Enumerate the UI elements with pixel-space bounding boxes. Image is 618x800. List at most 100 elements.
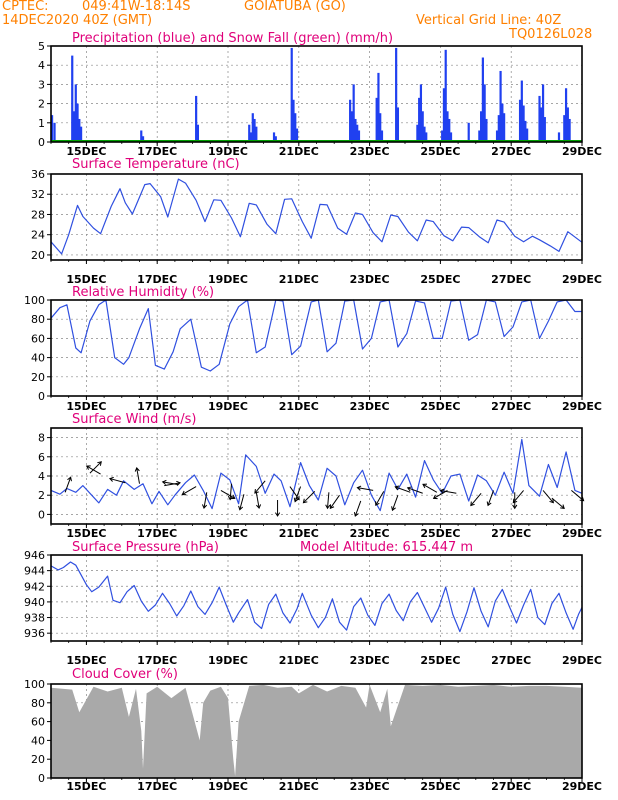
wind-arrow bbox=[302, 491, 316, 504]
y-tick-label: 36 bbox=[31, 168, 45, 181]
precip-bar bbox=[379, 113, 382, 142]
precip-bar bbox=[141, 136, 145, 142]
precip-bar bbox=[483, 84, 486, 142]
x-tick-label: 27DEC bbox=[491, 527, 531, 540]
wind-arrow bbox=[220, 489, 236, 500]
y-tick-label: 40 bbox=[31, 352, 45, 365]
panel-5 bbox=[47, 683, 583, 782]
precip-bar bbox=[520, 80, 523, 142]
x-tick-label: 23DEC bbox=[350, 527, 390, 540]
series-line bbox=[50, 561, 583, 633]
wind-arrow bbox=[486, 490, 494, 507]
precip-bar bbox=[448, 118, 451, 142]
wind-arrow bbox=[108, 476, 126, 484]
precip-bar bbox=[501, 103, 504, 142]
x-tick-label: 15DEC bbox=[66, 273, 106, 286]
wind-arrow bbox=[470, 492, 482, 507]
precip-bar bbox=[499, 70, 502, 142]
precip-bar bbox=[566, 107, 569, 142]
precip-bar bbox=[255, 126, 258, 142]
precip-bar bbox=[446, 111, 449, 142]
x-tick-label: 15DEC bbox=[66, 527, 106, 540]
precip-bar bbox=[292, 99, 295, 142]
precip-bar bbox=[444, 49, 447, 143]
y-tick-label: 20 bbox=[31, 371, 45, 384]
wind-arrow bbox=[329, 494, 340, 510]
precip-bar bbox=[272, 132, 276, 142]
wind-arrow bbox=[274, 500, 281, 517]
x-tick-label: 17DEC bbox=[137, 400, 177, 413]
x-tick-label: 15DEC bbox=[66, 400, 106, 413]
x-tick-label: 15DEC bbox=[66, 654, 106, 667]
y-tick-label: 946 bbox=[24, 549, 45, 562]
precip-bar bbox=[441, 130, 444, 142]
wind-arrow bbox=[375, 491, 385, 507]
panel-title: Precipitation (blue) and Snow Fall (gree… bbox=[72, 31, 393, 46]
precip-bar bbox=[480, 111, 483, 142]
precip-bar bbox=[251, 113, 254, 142]
y-tick-label: 24 bbox=[31, 229, 45, 242]
x-tick-label: 27DEC bbox=[491, 654, 531, 667]
panel-3 bbox=[47, 427, 585, 528]
panel-frame bbox=[50, 554, 583, 642]
header-source: CPTEC: bbox=[2, 0, 49, 14]
y-tick-label: 5 bbox=[38, 40, 45, 53]
y-tick-label: 1 bbox=[38, 117, 45, 130]
precip-bar bbox=[249, 132, 253, 142]
precip-bar bbox=[356, 124, 359, 142]
wind-arrow bbox=[181, 486, 197, 496]
precip-bar bbox=[352, 84, 355, 142]
precip-bar bbox=[526, 128, 529, 142]
x-tick-label: 19DEC bbox=[208, 400, 248, 413]
x-tick-label: 25DEC bbox=[420, 780, 460, 793]
wind-arrow bbox=[542, 490, 554, 504]
precip-bar bbox=[421, 111, 424, 142]
panel-title: Surface Pressure (hPa) bbox=[72, 540, 219, 555]
y-tick-label: 4 bbox=[38, 59, 45, 72]
x-tick-label: 19DEC bbox=[208, 145, 248, 158]
header-grid-note: Vertical Grid Line: 40Z bbox=[416, 13, 562, 28]
x-tick-label: 19DEC bbox=[208, 654, 248, 667]
x-tick-label: 21DEC bbox=[279, 273, 319, 286]
y-tick-label: 8 bbox=[38, 432, 45, 445]
y-tick-label: 938 bbox=[24, 612, 45, 625]
panel-4 bbox=[47, 554, 583, 645]
precip-bar bbox=[522, 105, 525, 142]
precip-bar bbox=[563, 115, 566, 142]
precip-bar bbox=[518, 99, 522, 142]
x-tick-label: 17DEC bbox=[137, 654, 177, 667]
precip-bar bbox=[71, 55, 74, 142]
precip-bar bbox=[396, 107, 400, 142]
x-tick-label: 15DEC bbox=[66, 780, 106, 793]
wind-arrow bbox=[134, 467, 140, 484]
x-tick-label: 19DEC bbox=[208, 780, 248, 793]
y-tick-label: 28 bbox=[31, 208, 45, 221]
wind-arrow bbox=[254, 480, 266, 494]
panel-1 bbox=[47, 173, 583, 264]
precip-bar bbox=[350, 111, 353, 142]
precip-bar bbox=[540, 107, 543, 142]
x-tick-label: 29DEC bbox=[562, 780, 602, 793]
wind-arrow bbox=[64, 476, 72, 493]
x-tick-label: 17DEC bbox=[137, 780, 177, 793]
precip-bar bbox=[357, 130, 361, 142]
precip-bar bbox=[557, 132, 561, 142]
precip-bar bbox=[377, 72, 380, 142]
precip-bar bbox=[349, 99, 352, 142]
precip-bar bbox=[294, 113, 297, 142]
precip-bar bbox=[290, 47, 293, 142]
precip-bar bbox=[449, 132, 453, 142]
precip-bar bbox=[416, 124, 419, 142]
series-line bbox=[50, 299, 582, 372]
y-tick-label: 2 bbox=[38, 98, 45, 111]
wind-arrow bbox=[85, 465, 101, 475]
x-tick-label: 17DEC bbox=[137, 273, 177, 286]
y-tick-label: 0 bbox=[38, 390, 45, 403]
panel-title: Relative Humidity (%) bbox=[72, 285, 214, 300]
precip-bar bbox=[481, 57, 484, 142]
precip-bar bbox=[524, 120, 527, 142]
y-tick-label: 40 bbox=[31, 734, 45, 747]
precip-bar bbox=[253, 118, 256, 142]
precip-bar bbox=[248, 124, 251, 142]
